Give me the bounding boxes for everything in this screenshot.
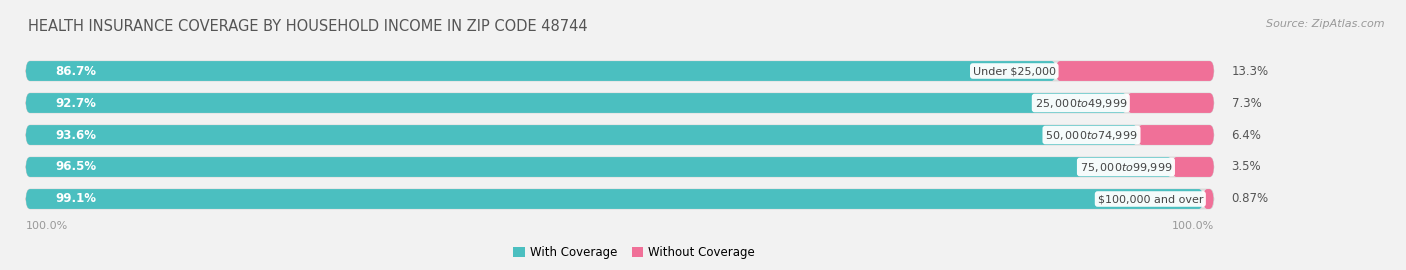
FancyBboxPatch shape [25,61,1056,81]
Text: 7.3%: 7.3% [1232,96,1261,110]
FancyBboxPatch shape [25,93,1213,113]
Text: 3.5%: 3.5% [1232,160,1261,174]
Text: 86.7%: 86.7% [56,65,97,77]
FancyBboxPatch shape [25,93,1128,113]
FancyBboxPatch shape [1173,157,1213,177]
FancyBboxPatch shape [1204,189,1213,209]
Text: 93.6%: 93.6% [56,129,97,141]
FancyBboxPatch shape [25,61,1213,81]
Text: Source: ZipAtlas.com: Source: ZipAtlas.com [1267,19,1385,29]
FancyBboxPatch shape [1128,93,1213,113]
Text: 100.0%: 100.0% [25,221,67,231]
Text: 96.5%: 96.5% [56,160,97,174]
Text: 100.0%: 100.0% [1171,221,1213,231]
Text: $50,000 to $74,999: $50,000 to $74,999 [1045,129,1137,141]
Text: 99.1%: 99.1% [56,193,97,205]
Text: 13.3%: 13.3% [1232,65,1268,77]
Text: 0.87%: 0.87% [1232,193,1268,205]
FancyBboxPatch shape [25,157,1213,177]
Text: Under $25,000: Under $25,000 [973,66,1056,76]
FancyBboxPatch shape [25,125,1137,145]
Text: HEALTH INSURANCE COVERAGE BY HOUSEHOLD INCOME IN ZIP CODE 48744: HEALTH INSURANCE COVERAGE BY HOUSEHOLD I… [28,19,588,34]
Text: 92.7%: 92.7% [56,96,97,110]
FancyBboxPatch shape [25,189,1204,209]
FancyBboxPatch shape [1056,61,1213,81]
Text: $100,000 and over: $100,000 and over [1098,194,1204,204]
Text: $25,000 to $49,999: $25,000 to $49,999 [1035,96,1128,110]
Text: 6.4%: 6.4% [1232,129,1261,141]
FancyBboxPatch shape [25,125,1213,145]
FancyBboxPatch shape [1137,125,1213,145]
Text: $75,000 to $99,999: $75,000 to $99,999 [1080,160,1173,174]
FancyBboxPatch shape [25,189,1213,209]
Legend: With Coverage, Without Coverage: With Coverage, Without Coverage [509,241,759,264]
FancyBboxPatch shape [25,157,1173,177]
